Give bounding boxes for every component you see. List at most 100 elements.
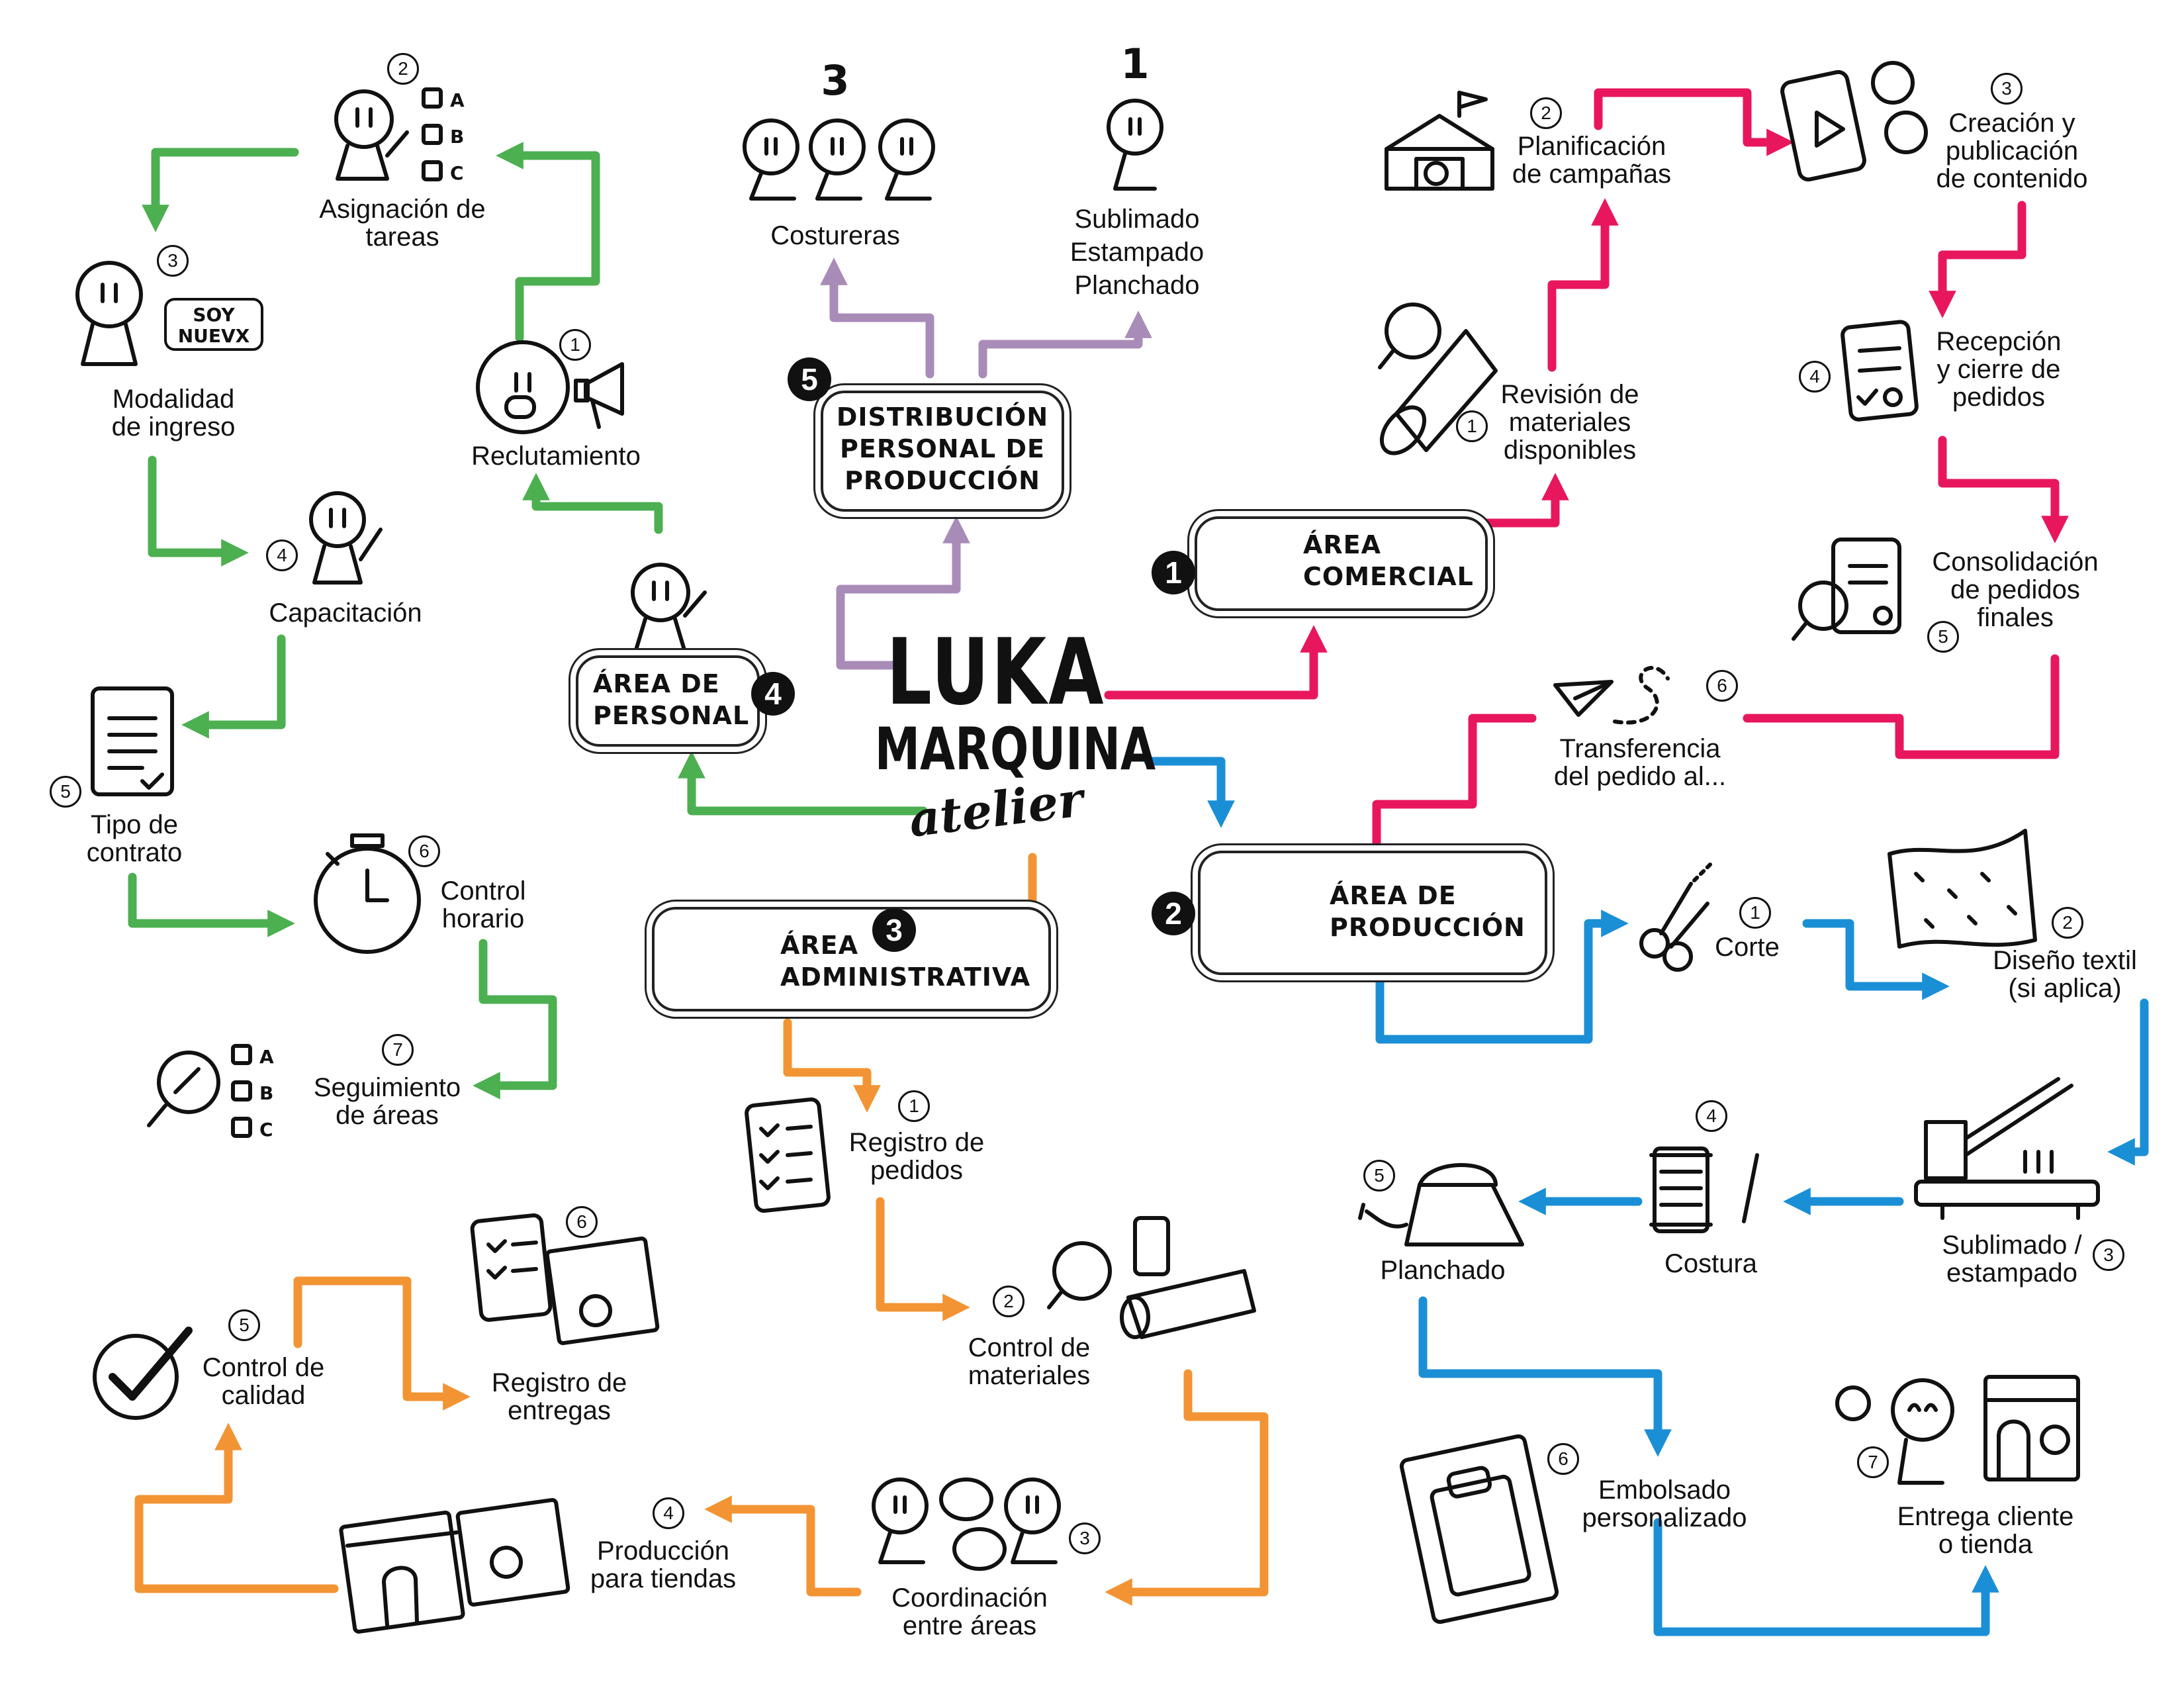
flow-asignacion-to-modalidad (142, 148, 299, 232)
sublimado-label: Sublimado Estampado Planchado (1070, 205, 1204, 299)
comercial-step-6-label: Transferencia del pedido al... (1554, 735, 1726, 790)
area-distribucion[interactable]: DISTRIBUCIÓN PERSONAL DE PRODUCCIÓN (821, 391, 1064, 512)
checklist-icon (745, 1097, 831, 1213)
admin-step-1-number: 1 (898, 1090, 930, 1122)
comercial-step-2-label: Planificación de campañas (1512, 132, 1671, 188)
personal-step-7-label: Seguimiento de áreas (314, 1074, 461, 1129)
flow-modalidad-to-capacitacion (148, 455, 249, 567)
produccion-step-6-line2: personalizado (1582, 1503, 1747, 1532)
personal-step-4-label: Capacitación (269, 598, 422, 628)
comercial-step-1-line2: materiales (1508, 408, 1631, 437)
personal-step-5-number: 5 (50, 776, 81, 808)
flow-center-to-personal (678, 751, 928, 816)
costureras-label: Costureras (770, 221, 900, 250)
packaged-shirt-icon (1399, 1434, 1559, 1624)
scissors-icon (1639, 862, 1713, 972)
produccion-step-6-label: Embolsado personalizado (1582, 1476, 1747, 1532)
flow-transferencia-to-produccion (1363, 714, 1537, 874)
fabric-roll-magnifier-icon (1378, 303, 1498, 455)
magnifier-options-icon (147, 1044, 252, 1138)
clipboard-magnifier-icon (1792, 538, 1901, 641)
checklist-box-icon (470, 1213, 660, 1345)
admin-step-3-number: 3 (1069, 1523, 1101, 1554)
store-box-icon (339, 1498, 570, 1634)
admin-step-4-label: Producción para tiendas (590, 1537, 736, 1593)
produccion-step-3-line1: Sublimado / (1942, 1231, 2082, 1260)
comercial-step-5-line3: finales (1977, 603, 2054, 632)
flow-corte-to-diseno (1802, 919, 1950, 1000)
area-administrativa[interactable]: ÁREA ADMINISTRATIVA (652, 907, 1051, 1011)
flow-center-to-distribucion (836, 516, 970, 670)
flow-administrativa-to-registro (783, 1018, 881, 1113)
thread-spool-needle-icon (1649, 1147, 1759, 1233)
person-pointer-icon (309, 491, 383, 585)
brand-logo: LUKA MARQUINA atelier (841, 612, 1156, 857)
personal-step-7-number: 7 (382, 1034, 414, 1066)
area-distribucion-badge: 5 (788, 357, 831, 401)
area-produccion-badge: 2 (1152, 892, 1195, 935)
comercial-step-4-line3: pedidos (1952, 383, 2046, 412)
option-c-label: C (450, 162, 464, 184)
produccion-step-3-line2: estampado (1946, 1258, 2077, 1288)
stopwatch-icon (314, 833, 421, 954)
produccion-step-6-number: 6 (1547, 1443, 1579, 1475)
flow-planchado-to-embolsado (1418, 1296, 1672, 1457)
personal-step-3-label: Modalidad de ingreso (112, 385, 236, 441)
speech-line2: NUEVX (177, 325, 250, 347)
flow-control-to-coordinacion (1105, 1369, 1269, 1606)
flow-center-to-produccion (1144, 757, 1235, 828)
personal-step-6-line2: horario (441, 904, 525, 933)
flow-distribucion-to-costureras (820, 258, 934, 379)
admin-step-6-label: Registro de entregas (492, 1369, 627, 1425)
admin-step-5-line1: Control de (202, 1353, 325, 1382)
personal-step-2-line1: Asignación de (319, 195, 486, 224)
flow-creacion-to-recepcion (1929, 201, 2026, 318)
person-speech-icon (75, 261, 143, 366)
person-icon (1107, 99, 1163, 191)
comercial-step-3-label: Creación y publicación de contenido (1936, 109, 2087, 193)
flow-registro-to-control (876, 1197, 970, 1321)
option-b-label: B (450, 126, 465, 148)
checkmark-circle-icon (93, 1327, 193, 1420)
comercial-step-6-number: 6 (1706, 670, 1738, 702)
flow-revision-to-planificacion (1547, 198, 1619, 372)
area-comercial[interactable]: ÁREA COMERCIAL (1195, 516, 1488, 611)
personal-step-5-line1: Tipo de (91, 810, 178, 839)
three-people-icon (743, 118, 935, 201)
personal-step-6-line1: Control (440, 876, 526, 906)
comercial-step-6-line1: Transferencia (1559, 734, 1721, 763)
flow-reclutamiento-to-asignacion (496, 142, 600, 342)
person-icon (631, 563, 707, 654)
comercial-step-4-label: Recepción y cierre de pedidos (1936, 328, 2061, 411)
admin-step-1-line1: Registro de (848, 1128, 985, 1157)
produccion-step-6-line1: Embolsado (1598, 1476, 1731, 1505)
flow-capacitacion-to-contrato (181, 634, 286, 739)
admin-step-4-number: 4 (653, 1497, 684, 1529)
produccion-step-2-line2: (si aplica) (2008, 974, 2122, 1003)
admin-step-2-number: 2 (993, 1286, 1024, 1317)
admin-step-4-line2: para tiendas (590, 1564, 737, 1593)
patterned-fabric-icon (1888, 829, 2037, 949)
personal-step-5-label: Tipo de contrato (87, 811, 183, 867)
produccion-step-5-number: 5 (1363, 1160, 1395, 1192)
speech-line1: SOY (193, 304, 235, 326)
comercial-step-5-line2: de pedidos (1950, 575, 2080, 604)
paper-plane-icon (1553, 665, 1670, 725)
produccion-step-7-line2: o tienda (1938, 1530, 2033, 1559)
area-distribucion-line1: DISTRIBUCIÓN (836, 402, 1049, 432)
personal-step-2-label: Asignación de tareas (319, 195, 485, 251)
option-a-label: A (450, 89, 465, 111)
personal-step-4-number: 4 (266, 539, 298, 571)
comercial-step-4-line1: Recepción (1936, 327, 2062, 356)
sublimado-count: 1 (1120, 40, 1150, 88)
comercial-step-4-number: 4 (1799, 361, 1831, 393)
area-personal[interactable]: ÁREA DE PERSONAL (576, 655, 760, 747)
flow-diseno-to-sublimado (2107, 998, 2149, 1166)
flow-control-to-seguimiento (473, 939, 557, 1100)
speech-bubble: SOY NUEVX (164, 298, 263, 351)
area-produccion[interactable]: ÁREA DE PRODUCCIÓN (1198, 851, 1547, 975)
personal-step-7-line2: de áreas (336, 1101, 439, 1130)
produccion-step-1-label: Corte (1715, 933, 1780, 962)
admin-step-4-line1: Producción (596, 1536, 730, 1566)
